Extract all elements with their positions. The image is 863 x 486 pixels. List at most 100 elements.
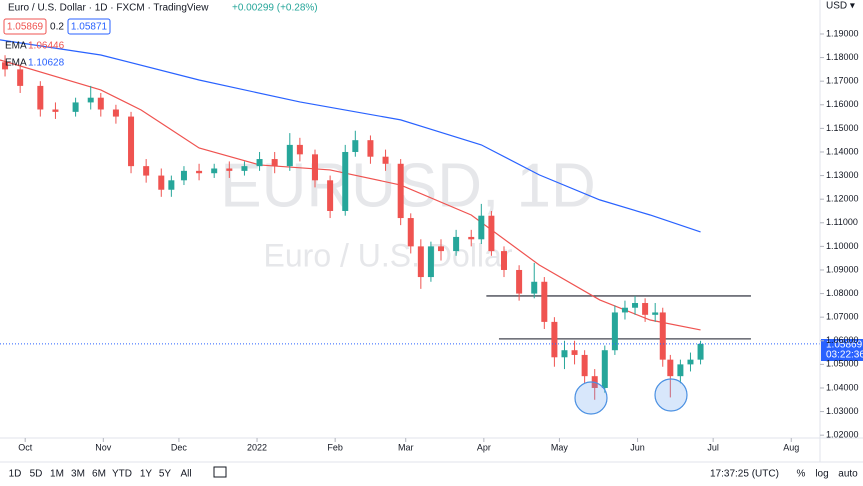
ask-box[interactable] bbox=[67, 18, 111, 35]
y-tick-label: 1.15000 bbox=[826, 123, 859, 133]
candle-body bbox=[158, 175, 165, 190]
candle-body bbox=[327, 180, 334, 211]
y-tick-label: 1.06000 bbox=[826, 335, 859, 345]
y-tick-label: 1.07000 bbox=[826, 312, 859, 322]
y-tick-label: 1.17000 bbox=[826, 76, 859, 86]
candle-body bbox=[621, 307, 628, 313]
candle-body bbox=[311, 154, 318, 181]
date-range-icon[interactable] bbox=[213, 466, 227, 478]
price-change: +0.00299 (+0.28%) bbox=[232, 3, 318, 14]
highlight-circle bbox=[654, 378, 688, 412]
candle-body bbox=[687, 359, 694, 365]
indicator-value: 1.10628 bbox=[28, 58, 65, 69]
candle-body bbox=[2, 62, 9, 70]
candle-body bbox=[516, 269, 523, 294]
x-tick-label: May bbox=[551, 442, 569, 452]
x-tick-label: Nov bbox=[95, 442, 112, 452]
candle-body bbox=[180, 170, 187, 181]
y-tick-label: 1.12000 bbox=[826, 194, 859, 204]
candle-body bbox=[531, 281, 538, 294]
bottom-toolbar: 1D 5D 1M 3M 6M YTD 1Y 5Y All 17:37:25 (UTC)% log au… bbox=[9, 469, 859, 480]
candle-body bbox=[571, 350, 578, 355]
candle-body bbox=[551, 321, 558, 358]
scale-option[interactable]: log bbox=[815, 469, 828, 480]
range-button[interactable]: 1Y bbox=[140, 469, 153, 480]
candle-body bbox=[541, 281, 548, 322]
x-tick-label: Aug bbox=[783, 442, 799, 452]
range-button[interactable]: 3M bbox=[71, 469, 85, 480]
x-tick-label: Feb bbox=[327, 442, 343, 452]
ema-line bbox=[0, 39, 701, 233]
candle-body bbox=[667, 359, 674, 377]
x-tick-label: Jun bbox=[630, 442, 645, 452]
x-tick-label: 2022 bbox=[247, 442, 267, 452]
indicator-value: 1.06446 bbox=[28, 41, 65, 52]
y-tick-label: 1.02000 bbox=[826, 430, 859, 440]
last-price-box bbox=[821, 339, 863, 361]
plot-area bbox=[0, 39, 820, 400]
candle-body bbox=[256, 159, 263, 167]
x-tick-label: Mar bbox=[398, 442, 414, 452]
scale-option[interactable]: auto bbox=[838, 469, 858, 480]
bid-box[interactable] bbox=[3, 18, 47, 35]
candle-body bbox=[453, 236, 460, 252]
x-tick-label: Apr bbox=[477, 442, 491, 452]
highlight-circle bbox=[574, 381, 608, 415]
bar-countdown: 03:22:36 bbox=[826, 350, 863, 361]
watermark-description: Euro / U.S. Dollar bbox=[264, 237, 513, 273]
ask-price: 1.05871 bbox=[71, 22, 108, 33]
spread: 0.2 bbox=[50, 22, 64, 33]
watermark-symbol: EURUSD, 1D bbox=[220, 151, 596, 220]
range-button[interactable]: 6M bbox=[92, 469, 106, 480]
range-button[interactable]: YTD bbox=[112, 469, 132, 480]
y-tick-label: 1.13000 bbox=[826, 170, 859, 180]
candle-body bbox=[632, 303, 639, 308]
y-tick-label: 1.05000 bbox=[826, 359, 859, 369]
y-tick-label: 1.03000 bbox=[826, 406, 859, 416]
candle-body bbox=[611, 312, 618, 351]
ema-line bbox=[0, 59, 701, 331]
candle-body bbox=[271, 159, 278, 167]
candle-body bbox=[87, 97, 94, 103]
currency-selector[interactable]: USD ▾ bbox=[826, 1, 855, 12]
candle-body bbox=[342, 151, 349, 211]
range-button[interactable]: 5D bbox=[30, 469, 43, 480]
y-tick-label: 1.08000 bbox=[826, 288, 859, 298]
x-tick-label: Oct bbox=[18, 442, 33, 452]
candle-body bbox=[478, 215, 485, 240]
bid-price: 1.05869 bbox=[7, 22, 44, 33]
candle-body bbox=[642, 303, 649, 315]
candle-body bbox=[382, 156, 389, 164]
candle-body bbox=[72, 102, 79, 112]
candle-body bbox=[367, 140, 374, 157]
candle-body bbox=[397, 163, 404, 219]
clock: 17:37:25 (UTC) bbox=[710, 469, 779, 480]
candle-body bbox=[196, 170, 203, 174]
scale-option[interactable]: % bbox=[797, 469, 806, 480]
candle-body bbox=[659, 312, 666, 360]
candle-body bbox=[128, 116, 135, 167]
y-tick-label: 1.10000 bbox=[826, 241, 859, 251]
candle-body bbox=[17, 69, 24, 86]
candle-body bbox=[437, 246, 444, 252]
range-button[interactable]: 1M bbox=[50, 469, 64, 480]
x-tick-label: Jul bbox=[707, 442, 719, 452]
range-button[interactable]: 1D bbox=[9, 469, 22, 480]
y-tick-label: 1.14000 bbox=[826, 146, 859, 156]
y-tick-label: 1.09000 bbox=[826, 264, 859, 274]
candle-body bbox=[581, 354, 588, 377]
candle-body bbox=[143, 166, 150, 176]
candle-body bbox=[97, 97, 104, 110]
x-tick-label: Dec bbox=[171, 442, 188, 452]
indicator-name: EMA bbox=[5, 41, 27, 52]
candle-body bbox=[500, 251, 507, 270]
candle-body bbox=[286, 144, 293, 167]
range-button[interactable]: 5Y bbox=[159, 469, 172, 480]
candle-body bbox=[352, 140, 359, 152]
candle-body bbox=[488, 215, 495, 252]
y-tick-label: 1.18000 bbox=[826, 52, 859, 62]
range-button[interactable]: All bbox=[180, 469, 191, 480]
candle-body bbox=[427, 246, 434, 278]
